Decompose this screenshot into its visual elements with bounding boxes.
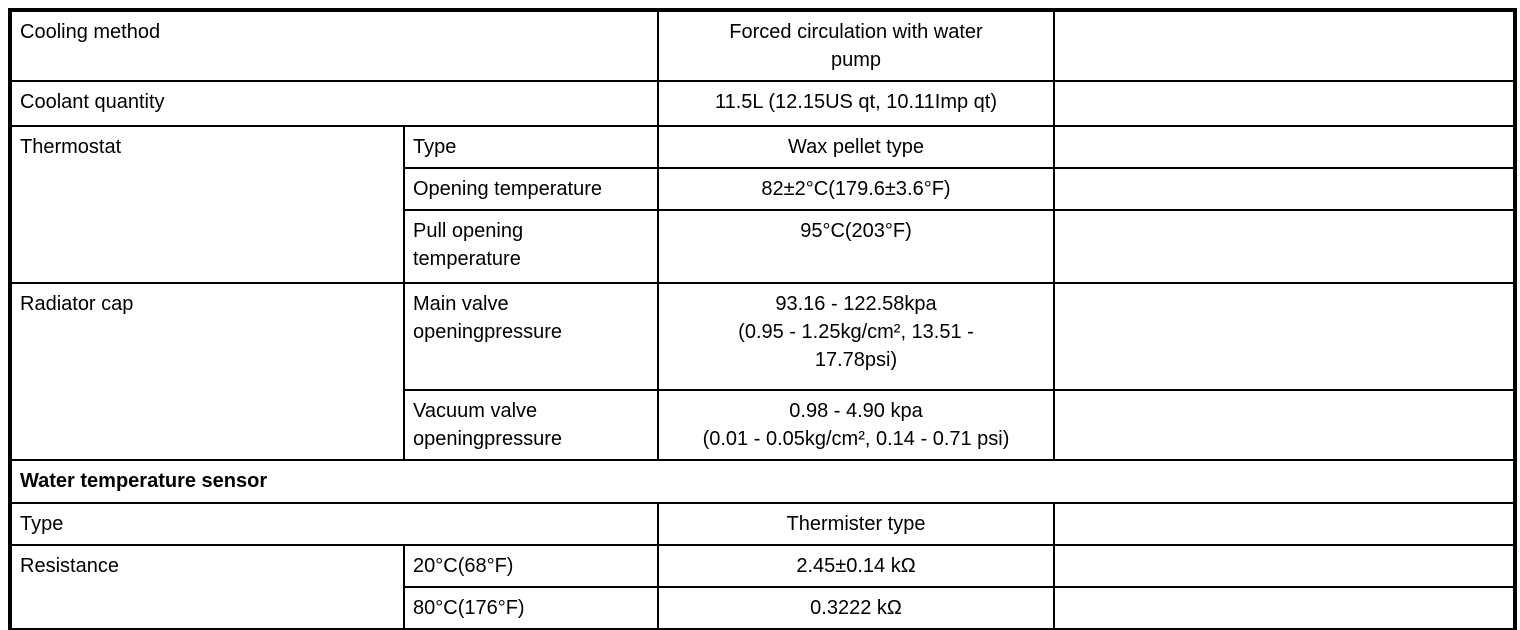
resistance-80c-label: 80°C(176°F): [403, 586, 659, 630]
empty-cell: [1053, 9, 1516, 82]
vacuum-valve-opening-pressure-value: 0.98 - 4.90 kpa (0.01 - 0.05kg/cm², 0.14…: [657, 389, 1055, 461]
empty-cell: [1053, 209, 1516, 284]
main-valve-opening-pressure-label: Main valve openingpressure: [403, 282, 659, 391]
empty-cell: [1053, 389, 1516, 461]
row-coolant-quantity: Coolant quantity 11.5L (12.15US qt, 10.1…: [9, 80, 1516, 127]
empty-cell: [1053, 125, 1516, 169]
pull-opening-temperature-value: 95°C(203°F): [657, 209, 1055, 284]
opening-temperature-label: Opening temperature: [403, 167, 659, 211]
cooling-method-label: Cooling method: [9, 9, 659, 82]
row-water-temperature-sensor-section: Water temperature sensor: [9, 459, 1516, 504]
empty-cell: [1053, 80, 1516, 127]
row-thermostat-pull-opening-temperature: Pull opening temperature 95°C(203°F): [10, 209, 1516, 284]
row-resistance-80c: 80°C(176°F) 0.3222 kΩ: [10, 586, 1516, 630]
empty-cell: [1053, 282, 1516, 391]
water-temperature-sensor-section-header: Water temperature sensor: [9, 459, 1516, 504]
pull-opening-temperature-label: Pull opening temperature: [403, 209, 659, 284]
empty-cell: [1053, 167, 1516, 211]
main-valve-opening-pressure-value: 93.16 - 122.58kpa (0.95 - 1.25kg/cm², 13…: [657, 282, 1055, 391]
sensor-type-value: Thermister type: [657, 502, 1055, 546]
resistance-label: Resistance: [9, 544, 405, 630]
vacuum-valve-opening-pressure-label: Vacuum valve openingpressure: [403, 389, 659, 461]
empty-cell: [1053, 502, 1516, 546]
cooling-method-value: Forced circulation with water pump: [657, 9, 1055, 82]
thermostat-type-label: Type: [403, 125, 659, 169]
row-radiator-cap-main-valve: Radiator cap Main valve openingpressure …: [9, 282, 1516, 461]
coolant-quantity-value: 11.5L (12.15US qt, 10.11Imp qt): [657, 80, 1055, 127]
sensor-type-label: Type: [9, 502, 659, 546]
row-sensor-type: Type Thermister type: [9, 502, 1516, 546]
resistance-20c-label: 20°C(68°F): [403, 544, 659, 588]
opening-temperature-value: 82±2°C(179.6±3.6°F): [657, 167, 1055, 211]
row-thermostat-type: Thermostat Type Wax pellet type: [9, 125, 1516, 284]
row-cooling-method: Cooling method Forced circulation with w…: [9, 9, 1516, 82]
row-thermostat-opening-temperature: Opening temperature 82±2°C(179.6±3.6°F): [10, 167, 1516, 211]
thermostat-type-value: Wax pellet type: [657, 125, 1055, 169]
row-radiator-cap-vacuum-valve: Vacuum valve openingpressure 0.98 - 4.90…: [10, 389, 1516, 461]
radiator-cap-label: Radiator cap: [9, 282, 405, 461]
resistance-80c-value: 0.3222 kΩ: [657, 586, 1055, 630]
thermostat-label: Thermostat: [9, 125, 405, 284]
empty-cell: [1053, 586, 1516, 630]
resistance-20c-value: 2.45±0.14 kΩ: [657, 544, 1055, 588]
empty-cell: [1053, 544, 1516, 588]
cooling-system-spec-table: Cooling method Forced circulation with w…: [8, 8, 1517, 630]
coolant-quantity-label: Coolant quantity: [9, 80, 659, 127]
row-resistance-20c: Resistance 20°C(68°F) 2.45±0.14 kΩ: [9, 544, 1516, 630]
